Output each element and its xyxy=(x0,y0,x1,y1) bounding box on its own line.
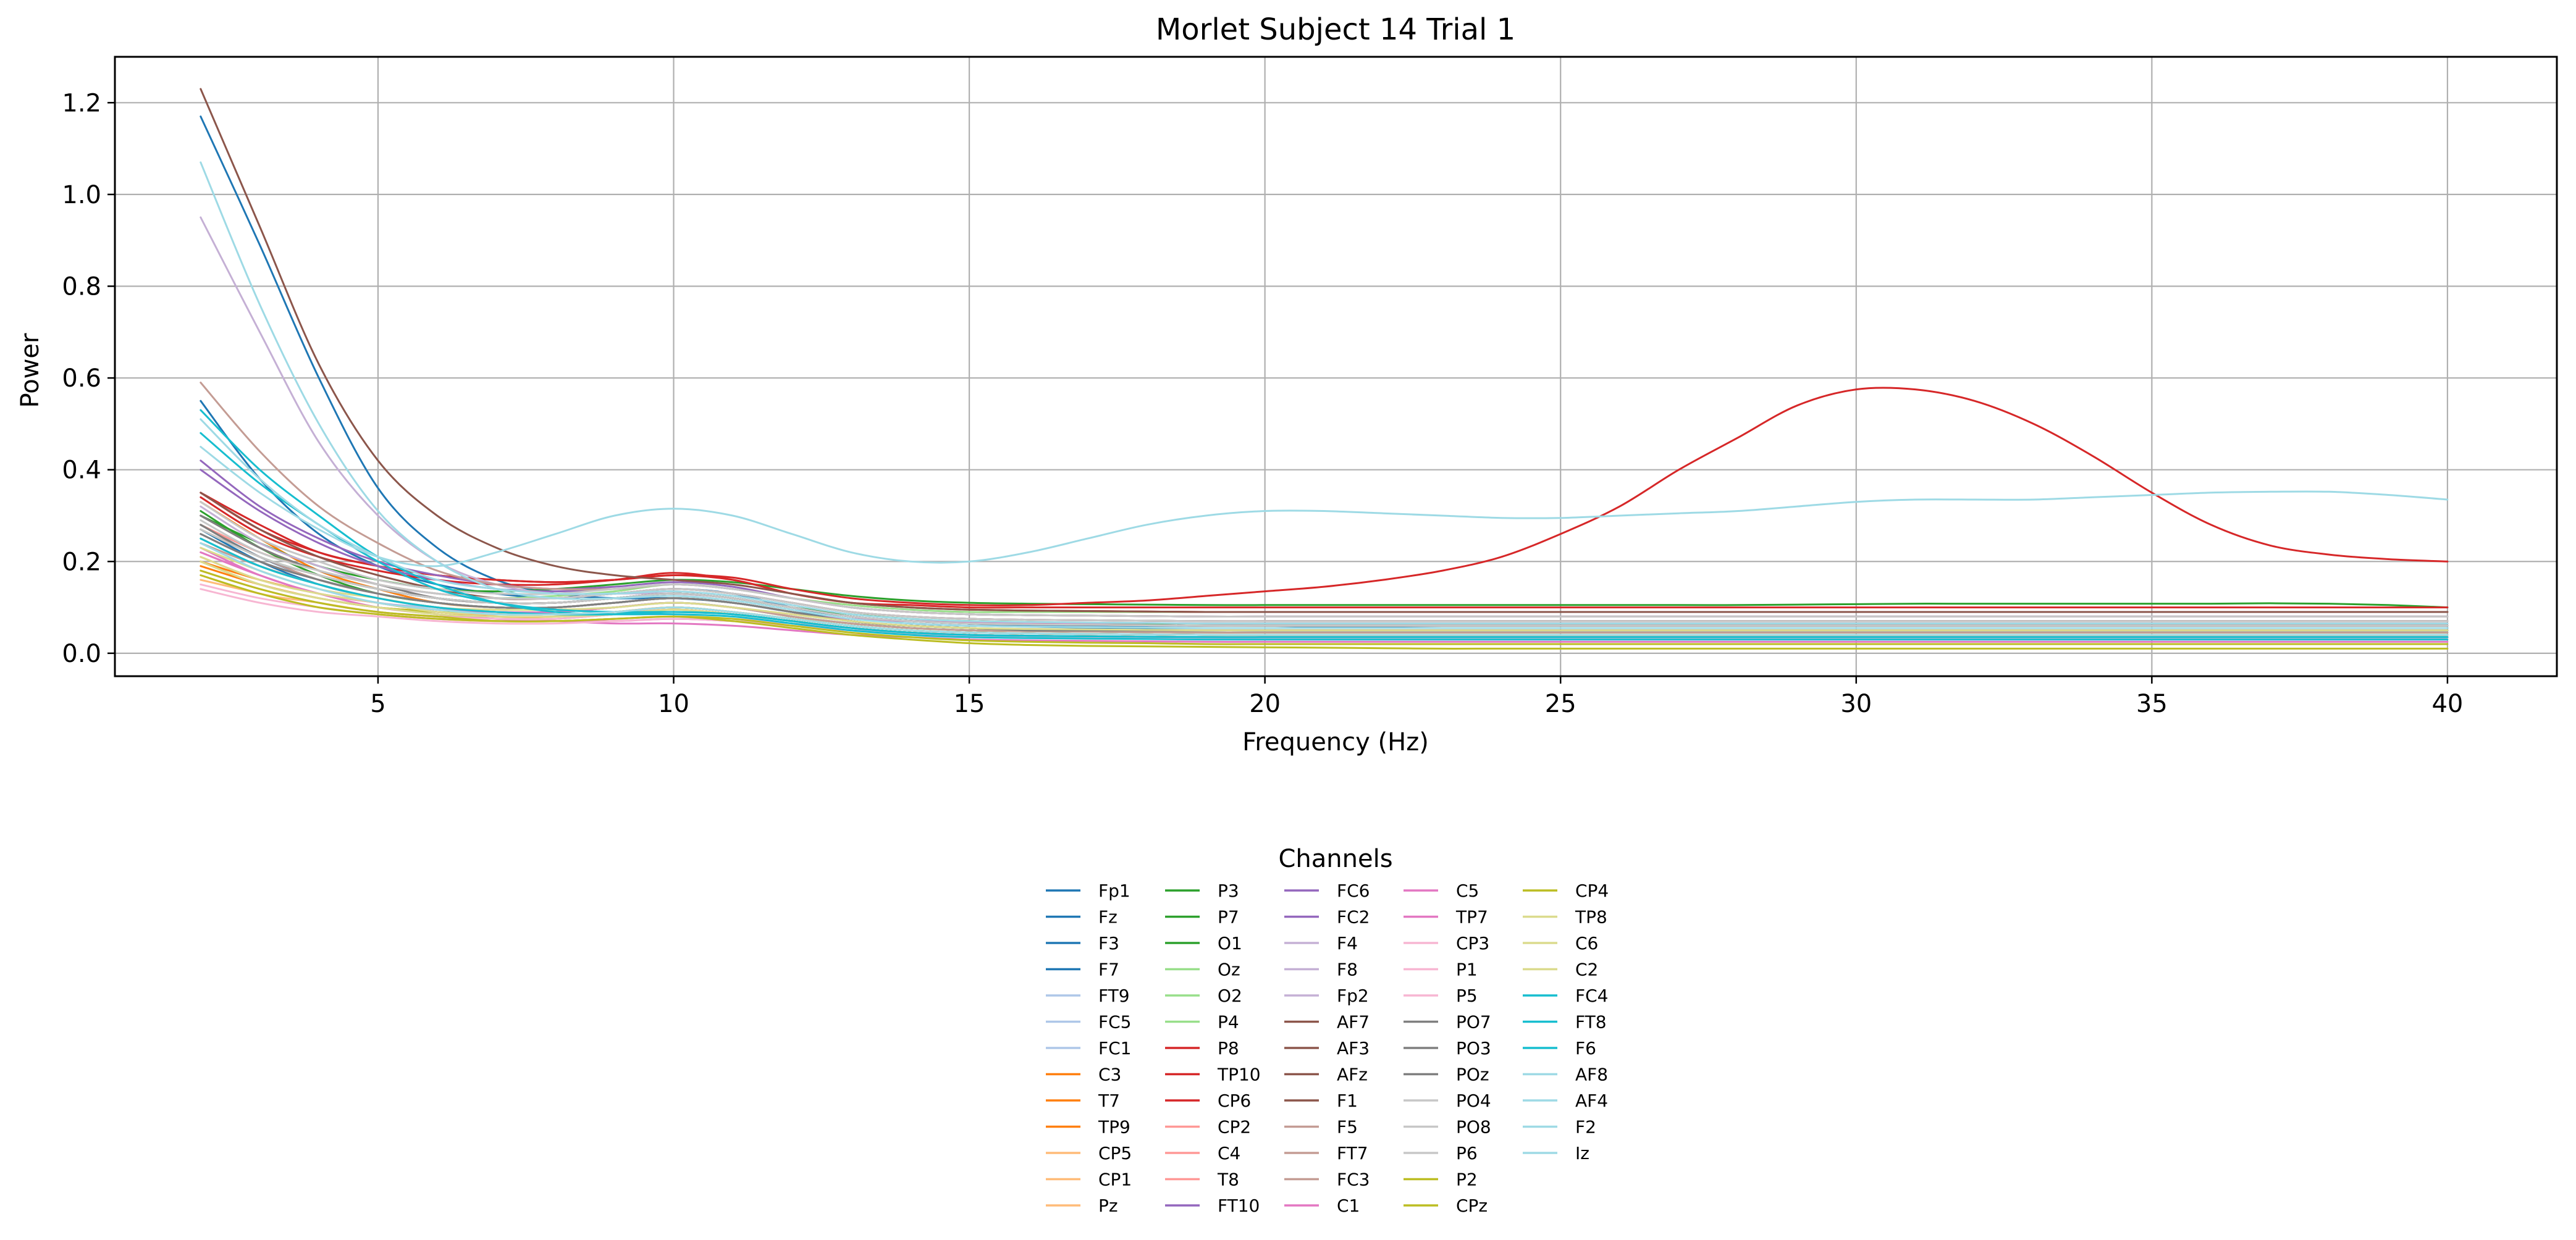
legend-label: POz xyxy=(1456,1065,1489,1085)
y-tick-label: 0.6 xyxy=(62,364,101,393)
legend-label: AF7 xyxy=(1337,1012,1370,1033)
y-tick-label: 0.2 xyxy=(62,548,101,576)
x-tick-label: 30 xyxy=(1840,690,1872,718)
legend-label: FC3 xyxy=(1337,1170,1370,1190)
legend-label: O2 xyxy=(1218,986,1242,1006)
legend-label: P5 xyxy=(1456,986,1478,1006)
legend-label: C4 xyxy=(1218,1143,1240,1163)
legend-label: AFz xyxy=(1337,1065,1368,1085)
legend-label: FC5 xyxy=(1098,1012,1131,1033)
series-line-f2 xyxy=(200,542,2449,636)
series-line-af7 xyxy=(200,88,2449,613)
legend-label: C3 xyxy=(1098,1065,1121,1085)
series-line-tp10 xyxy=(200,387,2449,606)
legend-label: Fz xyxy=(1098,907,1118,928)
legend-label: Fp2 xyxy=(1337,986,1369,1006)
legend-label: F8 xyxy=(1337,960,1358,980)
legend-title: Channels xyxy=(1278,845,1392,873)
legend-label: FC6 xyxy=(1337,881,1370,901)
x-axis-label: Frequency (Hz) xyxy=(1242,728,1429,756)
series-line-ft8 xyxy=(200,409,2449,641)
legend-label: FC2 xyxy=(1337,907,1370,928)
legend-label: TP10 xyxy=(1217,1065,1261,1085)
series-line-cpz xyxy=(200,569,2449,650)
series-line-af4 xyxy=(200,418,2449,625)
legend-label: T7 xyxy=(1098,1091,1120,1111)
legend-label: PO7 xyxy=(1456,1012,1491,1033)
legend-label: C1 xyxy=(1337,1196,1360,1216)
legend-label: AF4 xyxy=(1575,1091,1608,1111)
legend-label: P4 xyxy=(1218,1012,1239,1033)
legend: Fp1 Fz F3 F7 FT9 FC5 FC1 C3 T7 TP9 CP5 CP1 Pz P3 P7 O1 O… xyxy=(1046,881,1609,1216)
x-tick-label: 25 xyxy=(1545,690,1576,718)
legend-label: FC4 xyxy=(1575,986,1608,1006)
legend-label: FT10 xyxy=(1218,1196,1260,1216)
y-tick-label: 0.8 xyxy=(62,272,101,301)
legend-label: FC1 xyxy=(1098,1038,1131,1058)
legend-label: C6 xyxy=(1575,933,1598,953)
legend-label: TP9 xyxy=(1098,1117,1130,1137)
legend-label: CP6 xyxy=(1218,1091,1251,1111)
legend-label: CP5 xyxy=(1098,1143,1132,1163)
legend-label: CPz xyxy=(1456,1196,1488,1216)
legend-label: C5 xyxy=(1456,881,1479,901)
legend-label: CP4 xyxy=(1575,881,1609,901)
legend-label: FT8 xyxy=(1575,1012,1607,1033)
legend-label: Oz xyxy=(1218,960,1240,980)
x-tick-label: 40 xyxy=(2431,690,2463,718)
legend-label: F1 xyxy=(1337,1091,1358,1111)
legend-label: Iz xyxy=(1575,1143,1589,1163)
plot-frame xyxy=(114,56,2558,677)
y-axis-ticks: 0.0 0.2 0.4 0.6 0.8 1.0 1.2 xyxy=(62,89,115,668)
y-tick-label: 0.0 xyxy=(62,640,101,668)
x-axis-ticks: 5 10 15 20 25 30 35 40 xyxy=(370,676,2463,718)
legend-label: Pz xyxy=(1098,1196,1118,1216)
y-tick-label: 0.4 xyxy=(62,456,101,485)
y-tick-label: 1.0 xyxy=(62,181,101,209)
legend-label: F2 xyxy=(1575,1117,1596,1137)
series-line-iz xyxy=(200,446,2449,568)
x-tick-label: 5 xyxy=(370,690,385,718)
legend-label: F3 xyxy=(1098,933,1119,953)
legend-label: F4 xyxy=(1337,933,1358,953)
grid xyxy=(115,57,2557,676)
legend-label: C2 xyxy=(1575,960,1598,980)
legend-label: AF8 xyxy=(1575,1065,1608,1085)
y-axis-label: Power xyxy=(16,333,44,408)
legend-label: P8 xyxy=(1218,1038,1239,1058)
legend-label: P7 xyxy=(1218,907,1239,928)
x-tick-label: 10 xyxy=(658,690,689,718)
legend-label: F6 xyxy=(1575,1038,1596,1058)
x-tick-label: 20 xyxy=(1249,690,1281,718)
legend-label: T8 xyxy=(1217,1170,1239,1190)
legend-label: F7 xyxy=(1098,960,1119,980)
chart-title: Morlet Subject 14 Trial 1 xyxy=(1156,12,1515,47)
x-tick-label: 15 xyxy=(954,690,985,718)
legend-label: TP8 xyxy=(1575,907,1607,928)
legend-label: FT9 xyxy=(1098,986,1130,1006)
series-line-po4 xyxy=(200,528,2449,627)
legend-label: PO8 xyxy=(1456,1117,1491,1137)
legend-label: PO3 xyxy=(1456,1038,1491,1058)
legend-label: F5 xyxy=(1337,1117,1358,1137)
x-tick-label: 35 xyxy=(2136,690,2168,718)
plot-lines xyxy=(200,88,2449,650)
legend-label: AF3 xyxy=(1337,1038,1370,1058)
legend-label: Fp1 xyxy=(1098,881,1130,901)
legend-label: PO4 xyxy=(1456,1091,1491,1111)
legend-label: CP1 xyxy=(1098,1170,1132,1190)
legend-label: P6 xyxy=(1456,1143,1478,1163)
legend-label: P3 xyxy=(1218,881,1239,901)
legend-label: TP7 xyxy=(1455,907,1488,928)
y-tick-label: 1.2 xyxy=(62,89,101,117)
legend-label: CP2 xyxy=(1218,1117,1251,1137)
legend-label: CP3 xyxy=(1456,933,1489,953)
legend-label: O1 xyxy=(1218,933,1242,953)
legend-label: P2 xyxy=(1456,1170,1478,1190)
legend-label: FT7 xyxy=(1337,1143,1368,1163)
legend-label: P1 xyxy=(1456,960,1478,980)
